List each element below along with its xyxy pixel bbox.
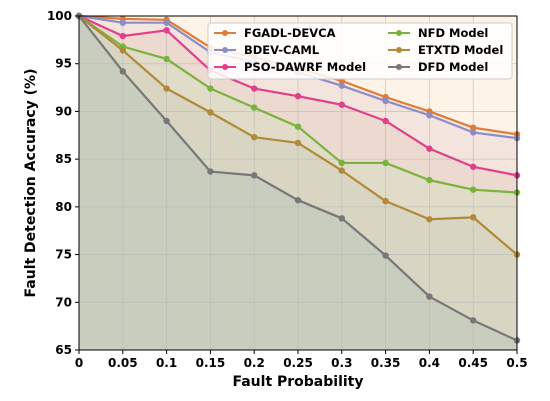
data-point-s1-2 <box>163 19 170 26</box>
data-point-s5-2 <box>163 117 170 125</box>
x-tick-label-5: 0.25 <box>283 356 313 370</box>
data-point-s0-9 <box>470 124 477 131</box>
data-point-s1-1 <box>119 19 127 26</box>
y-tick-label-5: 90 <box>55 104 72 118</box>
y-axis-ticks: 65 70 75 80 85 90 95 100 <box>47 9 79 357</box>
x-tick-label-3: 0.15 <box>196 356 226 370</box>
data-point-s1-9 <box>470 129 477 136</box>
data-point-s5-6 <box>338 215 345 222</box>
data-point-s3-9 <box>470 186 477 193</box>
x-tick-label-6: 0.3 <box>331 356 352 370</box>
data-point-s5-5 <box>294 196 302 204</box>
data-point-s5-3 <box>207 168 214 175</box>
data-point-s5-1 <box>119 68 127 75</box>
legend-label-0: FGADL-DEVCA <box>244 26 336 40</box>
data-point-s2-6 <box>338 101 345 108</box>
data-point-s2-8 <box>426 145 433 152</box>
legend-label-3: NFD Model <box>418 26 488 40</box>
area-fill-series-5 <box>79 16 517 350</box>
legend-label-2: PSO-DAWRF Model <box>244 60 366 74</box>
data-point-s3-4 <box>251 104 258 111</box>
x-tick-label-9: 0.45 <box>458 356 488 370</box>
x-tick-label-7: 0.35 <box>371 356 401 370</box>
x-tick-label-4: 0.2 <box>244 356 265 370</box>
data-point-s3-2 <box>163 55 170 63</box>
data-point-s2-2 <box>163 27 170 34</box>
data-point-s3-5 <box>294 123 302 130</box>
legend-label-1: BDEV-CAML <box>244 43 320 57</box>
data-point-s2-9 <box>470 163 477 170</box>
data-point-s4-6 <box>338 167 345 174</box>
data-point-s4-4 <box>251 133 258 141</box>
x-tick-label-0: 0 <box>75 356 83 370</box>
y-tick-label-3: 80 <box>55 200 72 214</box>
legend-marker-4 <box>396 47 402 53</box>
y-tick-label-4: 85 <box>55 152 72 166</box>
y-tick-label-0: 65 <box>55 343 72 357</box>
data-point-s4-9 <box>470 214 477 221</box>
x-tick-label-10: 0.5 <box>506 356 527 370</box>
data-point-s1-6 <box>338 82 345 89</box>
legend-marker-1 <box>222 47 228 53</box>
data-point-s4-5 <box>294 139 302 147</box>
data-point-s2-7 <box>382 117 389 125</box>
data-point-s5-9 <box>470 317 477 324</box>
data-point-s4-3 <box>207 109 214 116</box>
data-point-s3-8 <box>426 176 433 184</box>
data-point-s3-3 <box>207 85 214 92</box>
x-axis-label: Fault Probability <box>232 374 363 390</box>
data-point-s4-2 <box>163 85 170 92</box>
x-tick-label-8: 0.4 <box>419 356 440 370</box>
data-point-s4-8 <box>426 216 433 223</box>
data-point-s2-1 <box>119 32 127 40</box>
data-point-s2-5 <box>294 92 302 100</box>
legend-box <box>207 22 513 80</box>
data-point-s5-8 <box>426 293 433 300</box>
legend-marker-2 <box>222 64 228 70</box>
data-point-s5-7 <box>382 252 389 259</box>
y-tick-label-6: 95 <box>55 57 72 71</box>
y-axis-label: Fault Detection Accuracy (%) <box>23 69 39 298</box>
legend-marker-0 <box>222 30 228 36</box>
data-point-s4-7 <box>382 197 389 205</box>
y-tick-label-2: 75 <box>55 248 72 262</box>
legend-label-5: DFD Model <box>418 60 488 74</box>
data-point-s2-4 <box>251 85 258 92</box>
legend-marker-5 <box>396 64 402 70</box>
legend: FGADL-DEVCA BDEV-CAML PSO-DAWRF Model NFD M… <box>207 22 513 80</box>
y-tick-label-7: 100 <box>47 9 72 23</box>
data-point-s3-6 <box>338 159 345 167</box>
data-point-s1-7 <box>382 97 389 105</box>
data-point-s1-8 <box>426 112 433 119</box>
data-point-s3-7 <box>382 159 389 167</box>
legend-label-4: ETXTD Model <box>418 43 503 57</box>
y-tick-label-1: 70 <box>55 295 72 309</box>
x-axis-ticks: 0 0.05 0.1 0.15 0.2 0.25 0.3 0.35 0.4 0.45 0.5 <box>75 350 528 370</box>
data-point-s5-4 <box>251 172 258 179</box>
data-point-s4-1 <box>119 47 127 54</box>
legend-marker-3 <box>396 30 402 36</box>
x-tick-label-1: 0.05 <box>108 356 138 370</box>
x-tick-label-2: 0.1 <box>156 356 177 370</box>
